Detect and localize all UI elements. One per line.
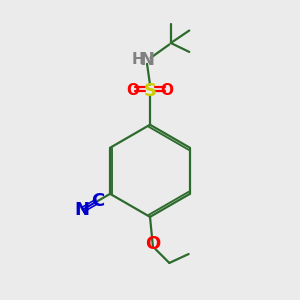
Text: N: N	[74, 201, 89, 219]
Text: N: N	[140, 51, 154, 69]
Text: S: S	[143, 82, 157, 100]
Text: C: C	[91, 192, 104, 210]
Text: H: H	[132, 52, 145, 67]
Text: O: O	[126, 83, 139, 98]
Text: O: O	[145, 235, 160, 253]
Text: O: O	[161, 83, 174, 98]
